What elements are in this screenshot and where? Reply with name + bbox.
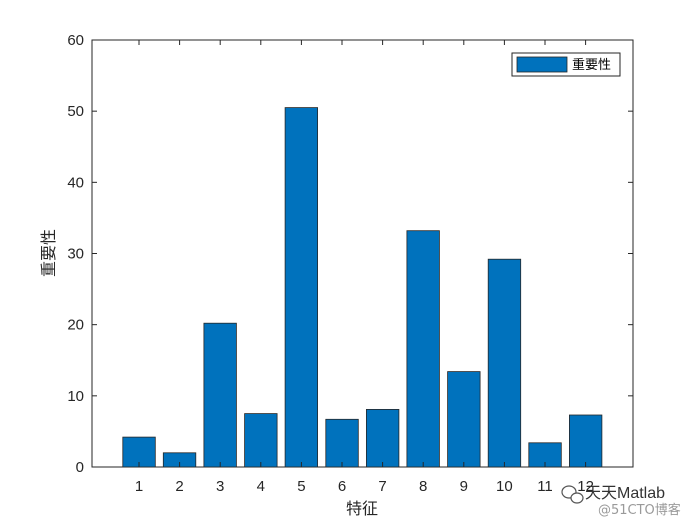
x-tick-label: 12 — [577, 478, 594, 495]
bar-8 — [406, 230, 440, 468]
x-axis-ticks: 1 2 3 4 5 6 7 8 9 10 11 12 — [135, 40, 594, 495]
axes-box — [91, 39, 634, 468]
x-tick-label: 11 — [537, 478, 553, 495]
bar-6 — [325, 418, 359, 468]
legend-label: 重要性 — [572, 57, 611, 73]
bar-12 — [569, 414, 603, 468]
plot-area — [91, 39, 634, 468]
x-tick-label: 2 — [175, 478, 183, 495]
y-axis-label: 重要性 — [39, 229, 58, 277]
x-tick-label: 1 — [135, 478, 143, 495]
x-tick-label: 4 — [257, 478, 265, 495]
x-tick-label: 7 — [378, 478, 386, 495]
bar-5 — [284, 107, 319, 468]
y-tick-label: 50 — [67, 103, 84, 120]
y-tick-label: 60 — [67, 32, 84, 49]
watermark-sub: @51CTO博客 — [598, 502, 681, 518]
bar-4 — [244, 413, 278, 468]
watermark: 天天Matlab @51CTO博客 — [561, 485, 681, 518]
bar-7 — [365, 408, 400, 468]
y-tick-label: 10 — [67, 388, 84, 405]
bar-9 — [447, 371, 481, 468]
x-tick-label: 6 — [338, 478, 346, 495]
y-axis-ticks: 0 10 20 30 40 50 60 — [67, 32, 633, 476]
x-tick-label: 8 — [419, 478, 427, 495]
bar-10 — [487, 258, 522, 468]
x-axis-label: 特征 — [346, 499, 378, 518]
x-tick-label: 10 — [496, 478, 513, 495]
bars — [122, 107, 603, 468]
legend-swatch — [516, 56, 568, 73]
legend: 重要性 — [511, 52, 621, 77]
y-tick-label: 40 — [67, 174, 84, 191]
x-tick-label: 3 — [216, 478, 224, 495]
watermark-main: 天天Matlab — [585, 485, 665, 502]
y-tick-label: 0 — [76, 459, 84, 476]
x-tick-label: 5 — [297, 478, 305, 495]
wechat-icon — [561, 485, 584, 504]
x-tick-label: 9 — [460, 478, 468, 495]
bar-3 — [203, 322, 237, 468]
y-tick-label: 20 — [67, 317, 84, 334]
y-tick-label: 30 — [67, 246, 84, 263]
